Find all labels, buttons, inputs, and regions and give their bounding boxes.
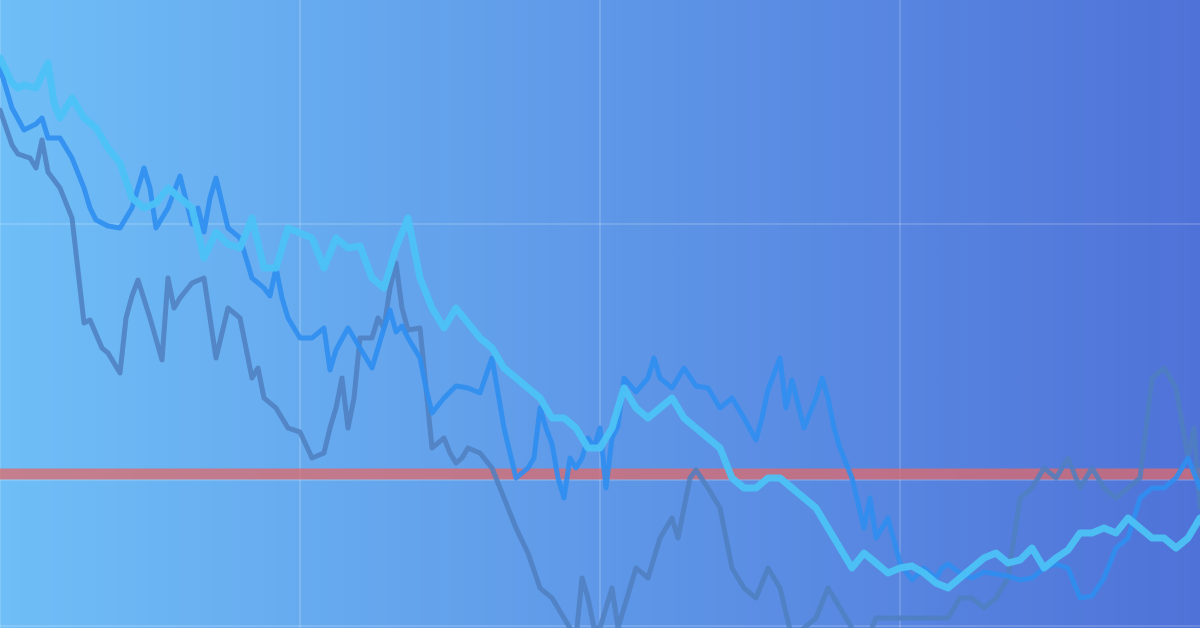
- series-line-light: [0, 54, 1200, 592]
- series-line-dark: [0, 107, 1200, 628]
- series-line-mid: [0, 65, 1200, 601]
- series-layer: [0, 54, 1200, 628]
